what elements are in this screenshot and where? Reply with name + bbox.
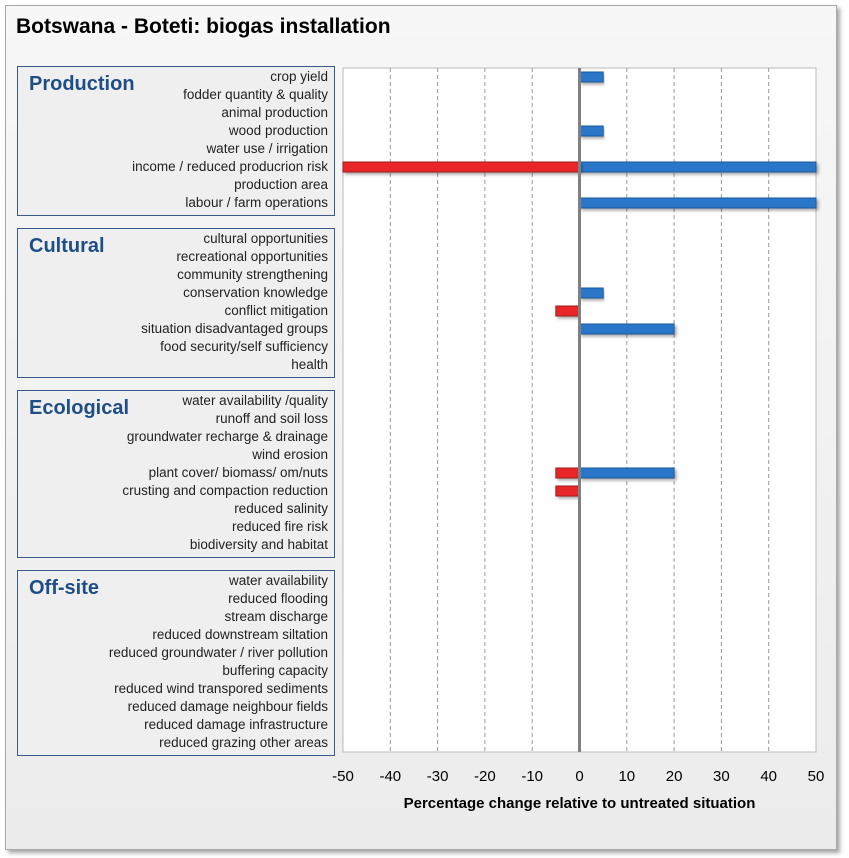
category-label: buffering capacity <box>222 663 328 678</box>
bar-positive <box>579 71 604 83</box>
x-tick-label: 0 <box>575 768 583 785</box>
category-label: fodder quantity & quality <box>183 87 328 102</box>
group-box: Production <box>17 66 335 216</box>
category-label: labour / farm operations <box>185 195 328 210</box>
category-label: wind erosion <box>252 447 328 462</box>
x-tick-label: -30 <box>427 768 449 785</box>
x-tick-label: -50 <box>332 768 354 785</box>
category-label: reduced groundwater / river pollution <box>108 645 328 660</box>
bar-negative <box>555 305 580 317</box>
bar-positive <box>579 323 675 335</box>
x-tick-label: -20 <box>474 768 496 785</box>
group-box: Ecological <box>17 390 335 558</box>
category-label: stream discharge <box>224 609 328 624</box>
category-label: situation disadvantaged groups <box>141 321 328 336</box>
category-label: income / reduced producrion risk <box>132 159 328 174</box>
category-label: community strengthening <box>177 267 328 282</box>
group-title: Ecological <box>29 397 130 419</box>
category-label: water use / irrigation <box>206 141 328 156</box>
category-label: wood production <box>228 123 328 138</box>
category-label: reduced flooding <box>228 591 328 606</box>
x-tick-label: -10 <box>521 768 543 785</box>
bar-positive <box>579 287 604 299</box>
category-label: runoff and soil loss <box>215 411 328 426</box>
category-label: reduced damage infrastructure <box>144 717 328 732</box>
category-label: cultural opportunities <box>203 231 328 246</box>
bar-positive <box>579 125 604 137</box>
category-label: recreational opportunities <box>176 249 328 264</box>
category-label: groundwater recharge & drainage <box>126 429 328 444</box>
x-tick-label: 40 <box>760 768 777 785</box>
category-label: biodiversity and habitat <box>189 537 328 552</box>
x-tick-label: -40 <box>379 768 401 785</box>
x-tick-label: 20 <box>666 768 683 785</box>
category-label: crusting and compaction reduction <box>122 483 328 498</box>
category-label: reduced wind transpored sediments <box>114 681 328 696</box>
bar-negative <box>342 161 580 173</box>
bar-positive <box>579 197 817 209</box>
category-label: reduced downstream siltation <box>152 627 328 642</box>
group-title: Off-site <box>29 577 99 599</box>
bar-positive <box>579 161 817 173</box>
category-label: plant cover/ biomass/ om/nuts <box>148 465 328 480</box>
category-label: reduced fire risk <box>231 519 328 534</box>
category-label: health <box>291 357 328 372</box>
x-axis-label: Percentage change relative to untreated … <box>403 795 756 812</box>
category-label: water availability <box>228 573 328 588</box>
category-label: water availability /quality <box>182 393 328 408</box>
x-tick-label: 10 <box>618 768 635 785</box>
category-label: conservation knowledge <box>183 285 328 300</box>
category-label: reduced damage neighbour fields <box>127 699 328 714</box>
bar-positive <box>579 467 675 479</box>
bar-negative <box>555 467 580 479</box>
group-title: Production <box>29 73 135 95</box>
category-label: conflict mitigation <box>224 303 328 318</box>
category-label: animal production <box>221 105 328 120</box>
category-label: production area <box>234 177 328 192</box>
group-box: Off-site <box>17 570 335 756</box>
category-label: crop yield <box>270 69 328 84</box>
x-tick-label: 30 <box>713 768 730 785</box>
group-box: Cultural <box>17 228 335 378</box>
category-label: food security/self sufficiency <box>160 339 328 354</box>
chart-title: Botswana - Boteti: biogas installation <box>16 15 391 38</box>
category-label: reduced salinity <box>234 501 328 516</box>
group-title: Cultural <box>29 235 105 257</box>
x-tick-label: 50 <box>808 768 825 785</box>
bar-negative <box>555 485 580 497</box>
category-label: reduced grazing other areas <box>159 735 328 750</box>
